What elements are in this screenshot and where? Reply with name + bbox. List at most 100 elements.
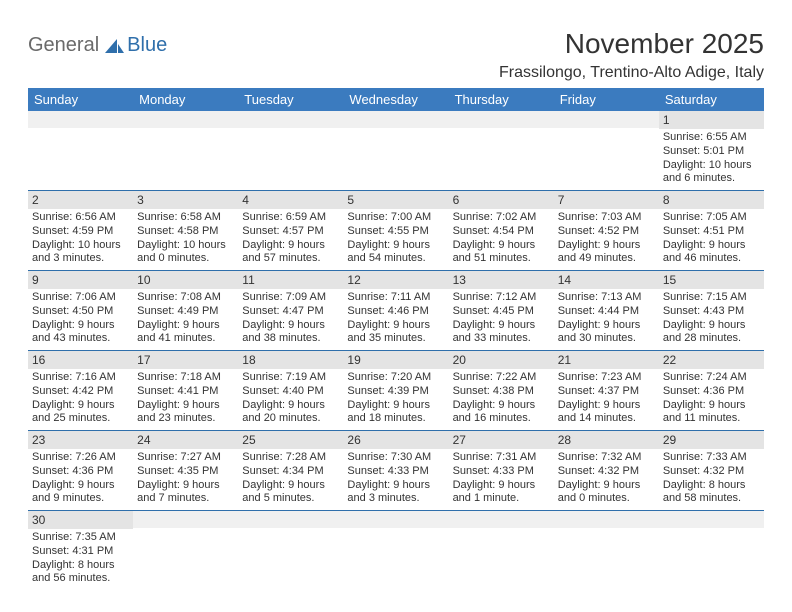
day-detail-line: Daylight: 9 hours xyxy=(558,479,655,493)
day-details: Sunrise: 6:55 AMSunset: 5:01 PMDaylight:… xyxy=(659,129,764,190)
calendar-day-cell xyxy=(449,511,554,591)
day-detail-line: and 25 minutes. xyxy=(32,412,129,426)
day-detail-line: Sunset: 4:36 PM xyxy=(32,465,129,479)
calendar-day-cell: 9Sunrise: 7:06 AMSunset: 4:50 PMDaylight… xyxy=(28,271,133,351)
day-details: Sunrise: 7:16 AMSunset: 4:42 PMDaylight:… xyxy=(28,369,133,430)
logo-text-1: General xyxy=(28,34,99,57)
calendar-day-cell: 2Sunrise: 6:56 AMSunset: 4:59 PMDaylight… xyxy=(28,191,133,271)
day-detail-line: Sunset: 4:43 PM xyxy=(663,305,760,319)
day-detail-line: Daylight: 8 hours xyxy=(32,559,129,573)
day-details: Sunrise: 7:24 AMSunset: 4:36 PMDaylight:… xyxy=(659,369,764,430)
calendar-day-cell: 22Sunrise: 7:24 AMSunset: 4:36 PMDayligh… xyxy=(659,351,764,431)
calendar-day-cell: 20Sunrise: 7:22 AMSunset: 4:38 PMDayligh… xyxy=(449,351,554,431)
day-detail-line: Sunrise: 7:30 AM xyxy=(347,451,444,465)
day-detail-line: Sunrise: 7:16 AM xyxy=(32,371,129,385)
day-number: 29 xyxy=(659,431,764,449)
day-detail-line: Daylight: 9 hours xyxy=(347,319,444,333)
calendar-day-cell: 24Sunrise: 7:27 AMSunset: 4:35 PMDayligh… xyxy=(133,431,238,511)
day-details: Sunrise: 7:09 AMSunset: 4:47 PMDaylight:… xyxy=(238,289,343,350)
weekday-header: Saturday xyxy=(659,88,764,111)
location-subtitle: Frassilongo, Trentino-Alto Adige, Italy xyxy=(499,64,764,82)
day-detail-line: Sunset: 4:58 PM xyxy=(137,225,234,239)
calendar-day-cell: 13Sunrise: 7:12 AMSunset: 4:45 PMDayligh… xyxy=(449,271,554,351)
day-number: 12 xyxy=(343,271,448,289)
day-number: 1 xyxy=(659,111,764,129)
day-detail-line: Sunrise: 6:55 AM xyxy=(663,131,760,145)
logo: General Blue xyxy=(28,28,167,57)
day-number xyxy=(659,511,764,528)
day-detail-line: Sunset: 4:59 PM xyxy=(32,225,129,239)
day-number: 2 xyxy=(28,191,133,209)
day-details: Sunrise: 7:20 AMSunset: 4:39 PMDaylight:… xyxy=(343,369,448,430)
day-number: 23 xyxy=(28,431,133,449)
day-number: 20 xyxy=(449,351,554,369)
day-number: 3 xyxy=(133,191,238,209)
day-detail-line: Daylight: 9 hours xyxy=(347,399,444,413)
calendar-day-cell: 19Sunrise: 7:20 AMSunset: 4:39 PMDayligh… xyxy=(343,351,448,431)
calendar-day-cell xyxy=(28,111,133,191)
day-detail-line: Daylight: 9 hours xyxy=(347,479,444,493)
calendar-day-cell: 30Sunrise: 7:35 AMSunset: 4:31 PMDayligh… xyxy=(28,511,133,591)
day-detail-line: Sunrise: 7:08 AM xyxy=(137,291,234,305)
day-detail-line: Daylight: 9 hours xyxy=(137,479,234,493)
day-detail-line: Sunrise: 7:27 AM xyxy=(137,451,234,465)
day-detail-line: Sunset: 5:01 PM xyxy=(663,145,760,159)
calendar-day-cell xyxy=(449,111,554,191)
day-detail-line: Daylight: 9 hours xyxy=(558,239,655,253)
day-details: Sunrise: 7:06 AMSunset: 4:50 PMDaylight:… xyxy=(28,289,133,350)
calendar-day-cell: 28Sunrise: 7:32 AMSunset: 4:32 PMDayligh… xyxy=(554,431,659,511)
day-detail-line: and 7 minutes. xyxy=(137,492,234,506)
day-detail-line: Sunrise: 7:02 AM xyxy=(453,211,550,225)
day-detail-line: Sunrise: 6:56 AM xyxy=(32,211,129,225)
day-detail-line: Sunset: 4:33 PM xyxy=(453,465,550,479)
calendar-day-cell: 3Sunrise: 6:58 AMSunset: 4:58 PMDaylight… xyxy=(133,191,238,271)
day-number: 15 xyxy=(659,271,764,289)
calendar-day-cell: 8Sunrise: 7:05 AMSunset: 4:51 PMDaylight… xyxy=(659,191,764,271)
day-number xyxy=(554,111,659,128)
day-detail-line: Daylight: 9 hours xyxy=(242,239,339,253)
day-detail-line: Sunrise: 7:24 AM xyxy=(663,371,760,385)
day-detail-line: Sunset: 4:44 PM xyxy=(558,305,655,319)
weekday-header: Monday xyxy=(133,88,238,111)
day-details: Sunrise: 7:12 AMSunset: 4:45 PMDaylight:… xyxy=(449,289,554,350)
day-details: Sunrise: 7:02 AMSunset: 4:54 PMDaylight:… xyxy=(449,209,554,270)
day-details: Sunrise: 7:15 AMSunset: 4:43 PMDaylight:… xyxy=(659,289,764,350)
day-number xyxy=(28,111,133,128)
page-title: November 2025 xyxy=(499,28,764,60)
day-number xyxy=(554,511,659,528)
day-number: 24 xyxy=(133,431,238,449)
day-detail-line: Daylight: 9 hours xyxy=(663,239,760,253)
calendar-day-cell: 17Sunrise: 7:18 AMSunset: 4:41 PMDayligh… xyxy=(133,351,238,431)
day-detail-line: Sunset: 4:49 PM xyxy=(137,305,234,319)
day-number: 28 xyxy=(554,431,659,449)
weekday-header-row: Sunday Monday Tuesday Wednesday Thursday… xyxy=(28,88,764,111)
calendar-day-cell: 5Sunrise: 7:00 AMSunset: 4:55 PMDaylight… xyxy=(343,191,448,271)
day-detail-line: and 41 minutes. xyxy=(137,332,234,346)
day-detail-line: and 20 minutes. xyxy=(242,412,339,426)
day-detail-line: Sunrise: 7:13 AM xyxy=(558,291,655,305)
day-detail-line: Daylight: 9 hours xyxy=(242,319,339,333)
calendar-day-cell: 10Sunrise: 7:08 AMSunset: 4:49 PMDayligh… xyxy=(133,271,238,351)
day-detail-line: Sunrise: 6:59 AM xyxy=(242,211,339,225)
calendar-week-row: 2 Sunrise: 6:56 AMSunset: 4:59 PM Daylight… xyxy=(28,191,764,271)
day-detail-line: Sunrise: 7:06 AM xyxy=(32,291,129,305)
header: General Blue November 2025 Frassilongo, … xyxy=(28,28,764,82)
day-detail-line: Sunrise: 7:33 AM xyxy=(663,451,760,465)
day-detail-line: and 28 minutes. xyxy=(663,332,760,346)
day-detail-line: Daylight: 9 hours xyxy=(663,319,760,333)
day-detail-line: Sunset: 4:40 PM xyxy=(242,385,339,399)
day-detail-line: and 18 minutes. xyxy=(347,412,444,426)
calendar-day-cell: 29Sunrise: 7:33 AMSunset: 4:32 PMDayligh… xyxy=(659,431,764,511)
day-detail-line: Daylight: 9 hours xyxy=(32,479,129,493)
day-detail-line: Daylight: 10 hours xyxy=(663,159,760,173)
day-detail-line: Sunrise: 7:03 AM xyxy=(558,211,655,225)
calendar-week-row: 9Sunrise: 7:06 AMSunset: 4:50 PMDaylight… xyxy=(28,271,764,351)
calendar-day-cell: 23Sunrise: 7:26 AMSunset: 4:36 PMDayligh… xyxy=(28,431,133,511)
day-detail-line: Daylight: 9 hours xyxy=(558,399,655,413)
calendar-day-cell: 27Sunrise: 7:31 AMSunset: 4:33 PMDayligh… xyxy=(449,431,554,511)
day-detail-line: and 38 minutes. xyxy=(242,332,339,346)
day-detail-line: and 43 minutes. xyxy=(32,332,129,346)
day-detail-line: Sunrise: 7:22 AM xyxy=(453,371,550,385)
weekday-header: Friday xyxy=(554,88,659,111)
calendar-day-cell xyxy=(133,111,238,191)
